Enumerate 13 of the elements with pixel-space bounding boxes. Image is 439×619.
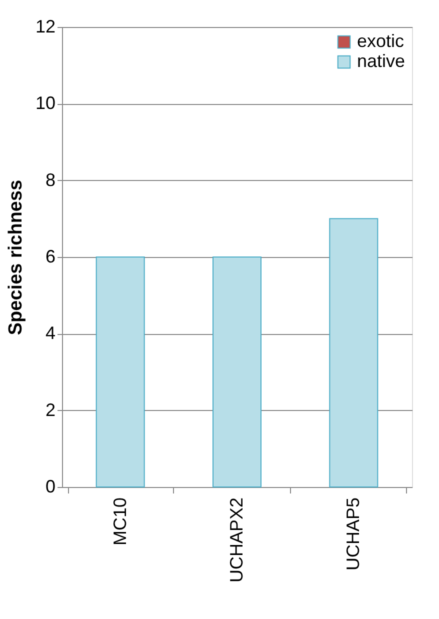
legend-label: exotic — [357, 31, 404, 51]
x-tick-label: MC10 — [110, 498, 130, 546]
y-tick-label: 10 — [35, 93, 56, 114]
x-tick-label: UCHAP5 — [343, 498, 364, 571]
x-tick-label: UCHAPX2 — [226, 498, 246, 583]
y-axis-title: Species richness — [5, 180, 26, 336]
y-tick-label: 8 — [45, 170, 56, 190]
legend-label: native — [357, 51, 406, 71]
y-tick-label: 4 — [45, 323, 56, 344]
y-tick-label: 0 — [45, 476, 56, 496]
y-tick-label: 12 — [35, 16, 56, 36]
y-tick-label: 2 — [45, 400, 56, 420]
y-tick-label: 6 — [45, 246, 56, 266]
